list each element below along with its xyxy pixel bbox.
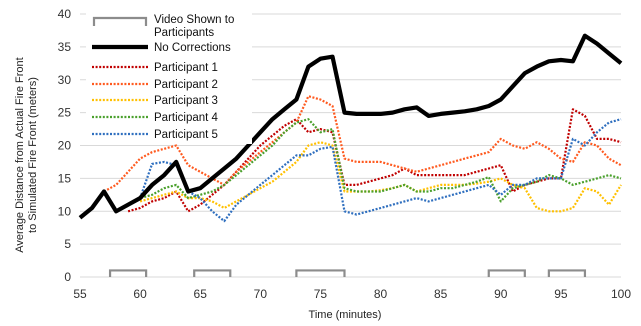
x-tick-label: 85 xyxy=(434,287,448,301)
legend-label-participant-2: Participant 2 xyxy=(154,79,218,91)
video-interval-markers xyxy=(108,269,587,277)
x-tick-label: 60 xyxy=(133,287,147,301)
legend-label-participant-1: Participant 1 xyxy=(154,62,218,74)
x-tick-label: 70 xyxy=(254,287,268,301)
x-tick-label: 95 xyxy=(554,287,568,301)
y-tick-label: 5 xyxy=(64,237,71,251)
x-tick-label: 100 xyxy=(611,287,631,301)
x-tick-label: 75 xyxy=(314,287,328,301)
y-tick-label: 0 xyxy=(64,270,71,284)
video-interval-5 xyxy=(547,269,587,277)
x-tick-label: 65 xyxy=(194,287,208,301)
legend-label-no-corrections: No Corrections xyxy=(154,42,231,54)
series-line-no-corrections xyxy=(78,33,623,220)
x-tick-label: 90 xyxy=(494,287,508,301)
y-tick-label: 10 xyxy=(58,204,72,218)
y-tick-label: 25 xyxy=(58,106,72,120)
legend-background xyxy=(86,10,252,144)
y-axis-label-line-2: to Simulated Fire Front (meters) xyxy=(27,77,39,233)
y-tick-label: 30 xyxy=(58,73,72,87)
series-line-participant-5 xyxy=(139,118,622,223)
series-lines xyxy=(78,33,623,223)
x-axis-label: Time (minutes) xyxy=(309,309,382,321)
y-tick-label: 20 xyxy=(58,139,72,153)
legend-label-participant-3: Participant 3 xyxy=(154,95,218,107)
legend: Video Shown to Participants No Corrections… xyxy=(86,10,252,144)
series-line-participant-1 xyxy=(127,108,622,213)
x-tick-label: 80 xyxy=(374,287,388,301)
legend-label-participant-4: Participant 4 xyxy=(154,112,219,124)
y-tick-label: 35 xyxy=(58,40,72,54)
y-tick-labels: 0 5 10 15 20 25 30 35 40 xyxy=(58,7,72,284)
x-tick-labels: 55 60 65 70 75 80 85 90 95 100 xyxy=(73,287,631,301)
y-tick-label: 40 xyxy=(58,7,72,21)
x-tick-label: 55 xyxy=(73,287,87,301)
legend-label-participant-5: Participant 5 xyxy=(154,129,218,141)
series-line-participant-2 xyxy=(103,95,622,193)
legend-swatch-video xyxy=(92,16,148,26)
legend-label-video: Video Shown to Participants xyxy=(154,14,234,39)
video-interval-4 xyxy=(487,269,526,277)
y-axis-label-line-1: Average Distance from Actual Fire Front xyxy=(14,57,26,252)
video-interval-2 xyxy=(193,269,232,277)
video-interval-3 xyxy=(295,269,346,277)
series-line-participant-3 xyxy=(139,141,622,213)
video-interval-1 xyxy=(108,269,148,277)
y-tick-label: 15 xyxy=(58,171,72,185)
